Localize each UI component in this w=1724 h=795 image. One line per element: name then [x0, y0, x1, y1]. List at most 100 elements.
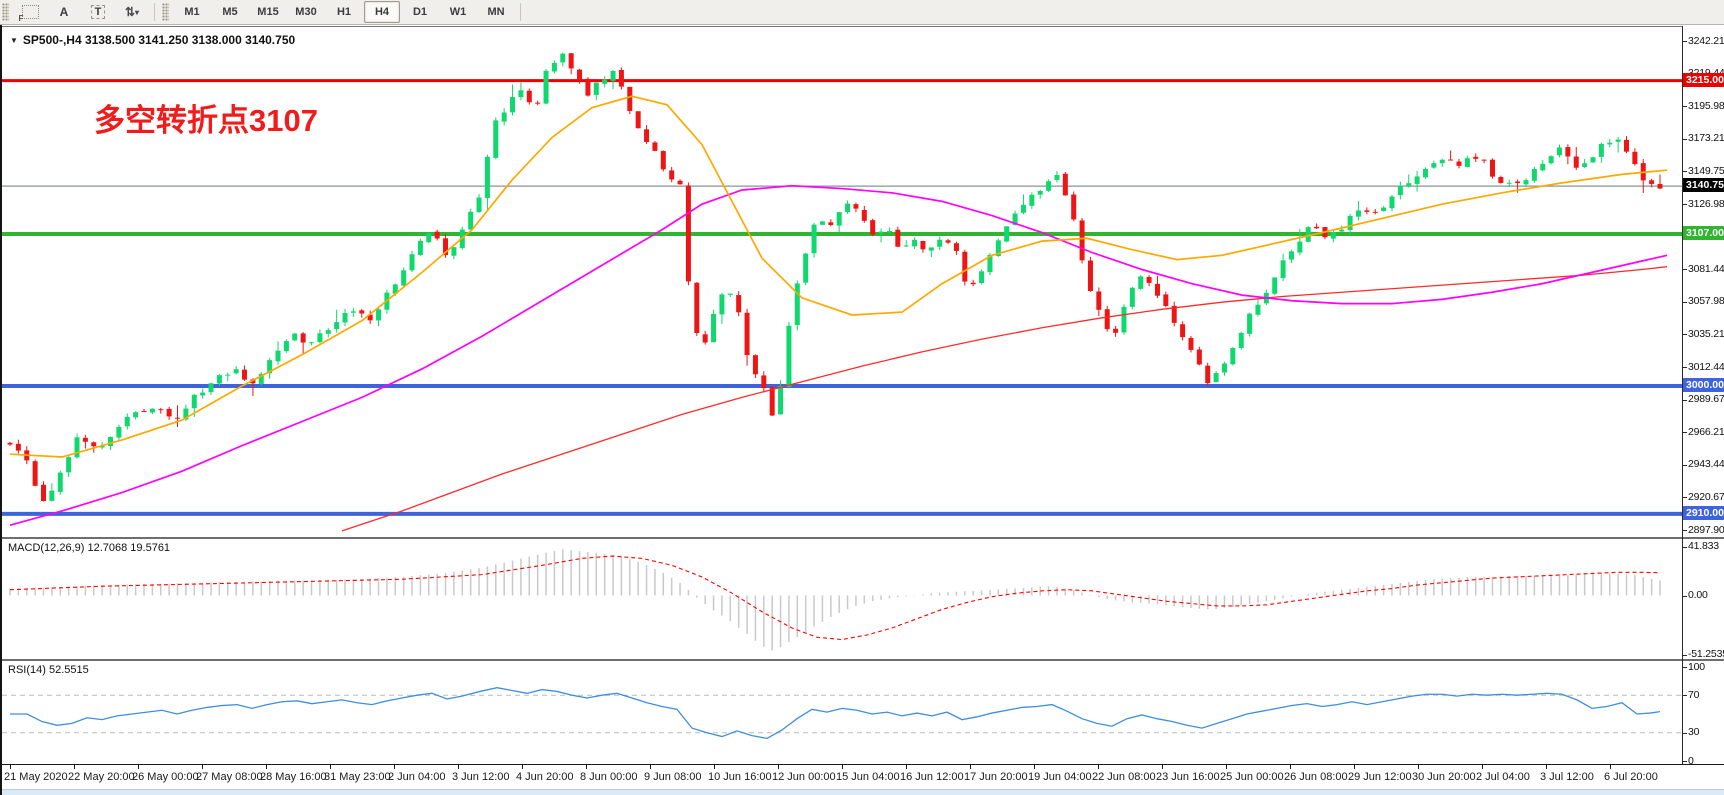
time-tick-label: 17 Jun 20:00 — [964, 771, 1028, 783]
timeframe-button-d1[interactable]: D1 — [412, 6, 428, 18]
price-tick-label: 2989.670 — [1688, 393, 1724, 406]
time-axis[interactable]: 21 May 2020 22 May 20:00 26 May 00:00 27 Ma… — [2, 764, 1724, 790]
price-axis-border — [1682, 26, 1683, 764]
snap-grid-button[interactable]: F — [14, 1, 46, 23]
timeframe-button-m30[interactable]: M30 — [295, 6, 317, 18]
candlestick-chart[interactable] — [2, 27, 1682, 538]
time-tick — [1610, 765, 1611, 769]
time-tick — [842, 765, 843, 769]
time-tick — [458, 765, 459, 769]
time-tick-label: 27 May 08:00 — [196, 771, 263, 783]
time-tick-label: 4 Jun 20:00 — [516, 771, 574, 783]
toolbar-separator — [520, 3, 521, 21]
price-badge: 3000.000 — [1683, 377, 1724, 392]
axis-tick — [1682, 695, 1687, 697]
rsi-panel[interactable]: RSI(14) 52.5515 — [2, 661, 1682, 764]
axis-tick — [1682, 106, 1687, 108]
macd-panel[interactable]: MACD(12,26,9) 12.7068 19.5761 — [2, 539, 1682, 659]
timeframe-button-h1[interactable]: H1 — [336, 6, 352, 18]
time-tick-label: 26 Jun 08:00 — [1284, 771, 1348, 783]
time-tick-label: 29 Jun 12:00 — [1348, 771, 1412, 783]
time-tick — [650, 765, 651, 769]
time-tick-label: 30 Jun 20:00 — [1412, 771, 1476, 783]
time-tick — [778, 765, 779, 769]
time-tick — [10, 765, 11, 769]
timeframe-button-m15[interactable]: M15 — [257, 6, 279, 18]
price-tick-label: 3057.980 — [1688, 295, 1724, 308]
rsi-chart — [2, 687, 1682, 740]
axis-tick — [1682, 667, 1687, 668]
price-tick-label: 2920.670 — [1688, 490, 1724, 503]
price-axis[interactable]: 3242.2103219.4403195.9803173.2103149.750… — [1682, 25, 1724, 789]
axis-tick — [1682, 432, 1687, 434]
time-tick — [1418, 765, 1419, 769]
timeframe-button-h4[interactable]: H4 — [364, 1, 400, 23]
chart-dropdown-icon[interactable]: ▼ — [10, 35, 18, 45]
arrows-icon: ⇅ — [124, 5, 135, 19]
price-tick-label: 3081.440 — [1688, 262, 1724, 275]
rsi-tick-label: 100 — [1688, 660, 1705, 673]
axis-tick — [1682, 334, 1687, 336]
time-tick — [202, 765, 203, 769]
price-tick-label: 3173.210 — [1688, 132, 1724, 145]
price-tick-label: 3035.210 — [1688, 327, 1724, 340]
time-tick-label: 3 Jun 12:00 — [452, 771, 510, 783]
time-tick-label: 22 May 20:00 — [68, 771, 135, 783]
time-tick-label: 31 May 23:00 — [324, 771, 391, 783]
macd-label: MACD(12,26,9) 12.7068 19.5761 — [8, 542, 171, 554]
time-tick — [1482, 765, 1483, 769]
chart-annotation-text: 多空转折点3107 — [94, 103, 318, 138]
axis-tick — [1682, 732, 1687, 734]
price-badge: 3107.000 — [1683, 226, 1724, 241]
axis-tick — [1682, 464, 1687, 466]
time-tick-label: 6 Jul 20:00 — [1604, 771, 1658, 783]
timeframe-button-m1[interactable]: M1 — [184, 6, 200, 18]
timeframe-button-w1[interactable]: W1 — [449, 6, 467, 18]
axis-tick — [1682, 204, 1687, 205]
text-annotation-button[interactable]: A — [48, 1, 80, 23]
price-tick-label: 3195.980 — [1688, 99, 1724, 112]
rsi-label: RSI(14) 52.5515 — [8, 664, 89, 676]
macd-chart — [9, 549, 1661, 651]
rsi-tick-label: 70 — [1688, 688, 1700, 701]
time-tick — [586, 765, 587, 769]
time-tick — [138, 765, 139, 769]
axis-tick — [1682, 399, 1687, 401]
time-tick-label: 26 May 00:00 — [132, 771, 199, 783]
chevron-down-icon: ▾ — [135, 7, 140, 17]
text-label-button[interactable]: T — [82, 1, 114, 23]
time-tick-label: 19 Jun 04:00 — [1028, 771, 1092, 783]
time-tick — [1098, 765, 1099, 769]
timeframe-button-m5[interactable]: M5 — [222, 6, 238, 18]
time-tick — [906, 765, 907, 769]
time-tick-label: 21 May 2020 — [4, 771, 68, 783]
axis-tick — [1682, 171, 1687, 173]
axis-tick — [1682, 367, 1687, 368]
chart-title[interactable]: ▼ SP500-,H4 3138.500 3141.250 3138.000 3… — [10, 33, 295, 47]
timeframe-group: M1 M5 M15 M30 H1 H4 D1 W1 MN — [173, 1, 515, 23]
snap-grid-icon: F — [19, 5, 39, 23]
time-tick — [1162, 765, 1163, 769]
time-tick — [1354, 765, 1355, 769]
time-tick — [714, 765, 715, 769]
symbol-ohlc-text: SP500-,H4 3138.500 3141.250 3138.000 314… — [22, 33, 296, 47]
time-tick-label: 8 Jun 00:00 — [580, 771, 638, 783]
timeframe-button-mn[interactable]: MN — [487, 6, 505, 18]
axis-tick — [1682, 595, 1687, 597]
time-tick-label: 2 Jul 04:00 — [1476, 771, 1530, 783]
time-tick — [1226, 765, 1227, 769]
cursor-tools-button[interactable]: ⇅ ▾ — [116, 1, 148, 23]
axis-tick — [1682, 761, 1687, 762]
time-tick — [970, 765, 971, 769]
toolbar-drag-handle[interactable] — [2, 3, 9, 21]
price-badge: 3140.750 — [1683, 178, 1724, 193]
axis-tick — [1682, 654, 1687, 656]
price-tick-label: 2897.900 — [1688, 523, 1724, 536]
time-tick-label: 9 Jun 08:00 — [644, 771, 702, 783]
time-tick — [1034, 765, 1035, 769]
price-tick-label: 3242.210 — [1688, 34, 1724, 47]
timeframe-drag-handle[interactable] — [162, 3, 169, 21]
price-panel[interactable]: ▼ SP500-,H4 3138.500 3141.250 3138.000 3… — [2, 26, 1682, 538]
macd-tick-label: 41.833 — [1688, 540, 1719, 553]
